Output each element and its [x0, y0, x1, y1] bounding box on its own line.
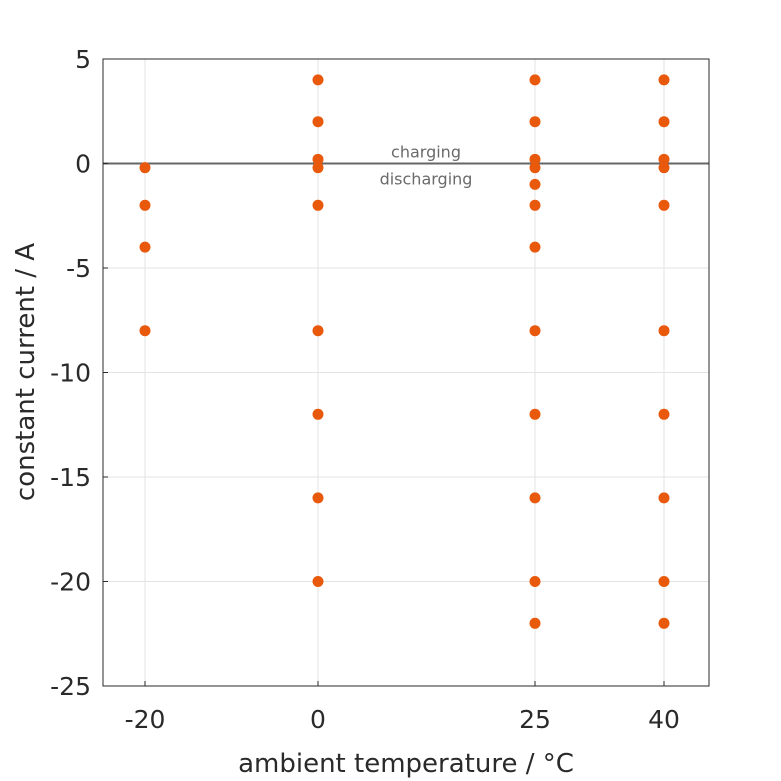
data-point	[658, 576, 670, 587]
data-point	[658, 162, 670, 174]
data-point	[139, 325, 151, 337]
data-point	[529, 576, 541, 587]
y-tick-labels: 5 0 -5 -10 -15 -20 -25	[50, 45, 108, 701]
y-tick-label: -10	[50, 359, 91, 388]
data-point	[139, 241, 151, 253]
y-tick-label: -15	[50, 463, 91, 492]
x-tick-label: 40	[648, 705, 680, 734]
data-point	[312, 408, 324, 420]
data-point	[529, 74, 541, 86]
data-point	[529, 178, 541, 190]
data-point	[529, 241, 541, 253]
data-point	[312, 162, 324, 174]
data-point	[312, 325, 324, 337]
data-point	[529, 617, 541, 629]
data-point	[529, 162, 541, 174]
x-tick-label: -20	[125, 705, 166, 734]
data-point	[529, 325, 541, 337]
y-tick-label: -20	[50, 568, 91, 597]
data-point	[658, 492, 670, 504]
data-point	[529, 153, 541, 165]
data-point	[139, 162, 151, 174]
data-point	[312, 74, 324, 86]
data-point	[529, 116, 541, 128]
data-point	[658, 325, 670, 337]
y-tick-label: 5	[75, 45, 91, 74]
data-points	[139, 74, 670, 629]
data-point	[312, 116, 324, 128]
y-tick-label: -25	[50, 672, 91, 701]
data-point	[658, 74, 670, 86]
y-tick-label: 0	[75, 150, 91, 179]
y-axis-label: constant current / A	[11, 243, 41, 501]
data-point	[658, 617, 670, 629]
data-point	[529, 199, 541, 211]
x-tick-label: 25	[519, 705, 551, 734]
data-point	[529, 492, 541, 504]
data-point	[139, 199, 151, 211]
data-point	[529, 408, 541, 420]
data-point	[312, 199, 324, 211]
data-point	[312, 492, 324, 504]
data-point	[312, 576, 324, 587]
data-point	[658, 408, 670, 420]
x-tick-labels: -20 0 25 40	[125, 681, 680, 734]
x-tick-label: 0	[310, 705, 326, 734]
data-point	[658, 153, 670, 165]
y-tick-label: -5	[66, 254, 91, 283]
annotation-charging: charging	[391, 143, 461, 162]
data-point	[658, 116, 670, 128]
data-point	[658, 199, 670, 211]
annotation-discharging: discharging	[380, 170, 473, 189]
x-axis-label: ambient temperature / °C	[238, 749, 574, 779]
data-point	[312, 153, 324, 165]
